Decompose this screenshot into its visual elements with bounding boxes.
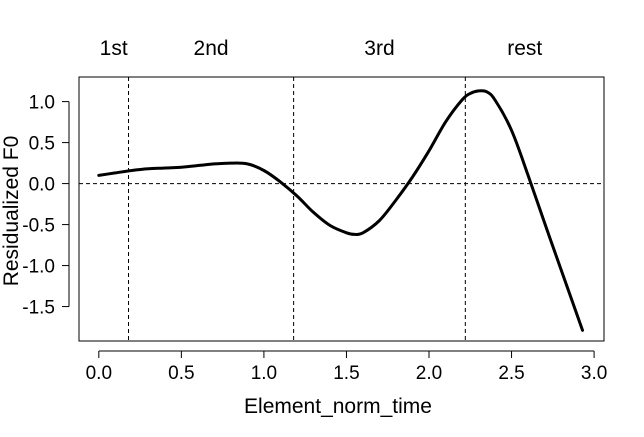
x-tick-label: 3.0	[581, 363, 607, 384]
y-tick-label: 1.0	[29, 93, 55, 114]
y-tick-label: -0.5	[22, 216, 55, 237]
segment-label-1st: 1st	[100, 37, 128, 60]
y-tick-label: -1.5	[22, 298, 55, 319]
x-tick-label: 2.0	[416, 363, 442, 384]
x-tick-label: 2.5	[498, 363, 524, 384]
x-tick-label: 0.5	[168, 363, 194, 384]
segment-label-rest: rest	[507, 37, 542, 60]
y-tick-label: 0.0	[29, 175, 55, 196]
segment-label-3rd: 3rd	[364, 37, 394, 60]
x-tick-label: 1.0	[251, 363, 277, 384]
y-tick-label: -1.0	[22, 257, 55, 278]
y-tick-label: 0.5	[29, 134, 55, 155]
series-line	[97, 89, 584, 332]
x-axis-title: Element_norm_time	[244, 395, 432, 418]
x-tick-label: 1.5	[333, 363, 359, 384]
segment-label-2nd: 2nd	[194, 37, 229, 60]
x-tick-label: 0.0	[86, 363, 112, 384]
plot-box	[78, 76, 605, 342]
y-axis-title: Residualized F0	[0, 136, 23, 287]
